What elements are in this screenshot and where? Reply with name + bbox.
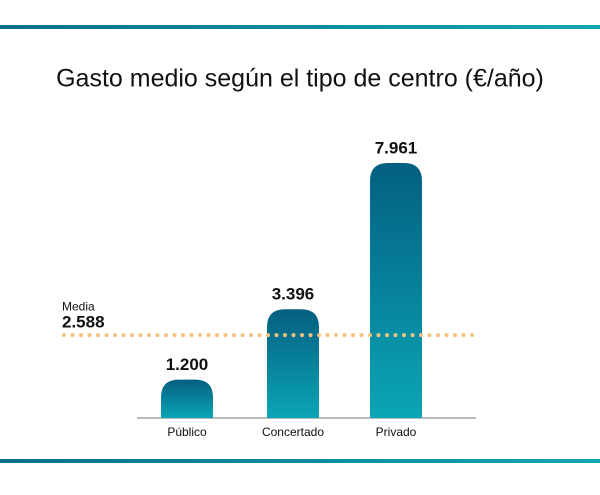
x-tick-label: Privado bbox=[376, 425, 417, 439]
value-label: 1.200 bbox=[166, 355, 209, 374]
bar bbox=[370, 163, 422, 418]
reference-value-label: 2.588 bbox=[62, 313, 105, 332]
bar bbox=[161, 379, 213, 418]
value-label: 7.961 bbox=[375, 138, 418, 157]
reference-label: Media bbox=[62, 299, 95, 313]
bar bbox=[267, 309, 319, 418]
x-tick-label: Público bbox=[167, 425, 207, 439]
top-rule bbox=[0, 25, 600, 29]
bottom-rule bbox=[0, 459, 600, 463]
x-tick-label: Concertado bbox=[262, 425, 324, 439]
chart-title: Gasto medio según el tipo de centro (€/a… bbox=[56, 65, 544, 93]
value-label: 3.396 bbox=[272, 285, 315, 304]
